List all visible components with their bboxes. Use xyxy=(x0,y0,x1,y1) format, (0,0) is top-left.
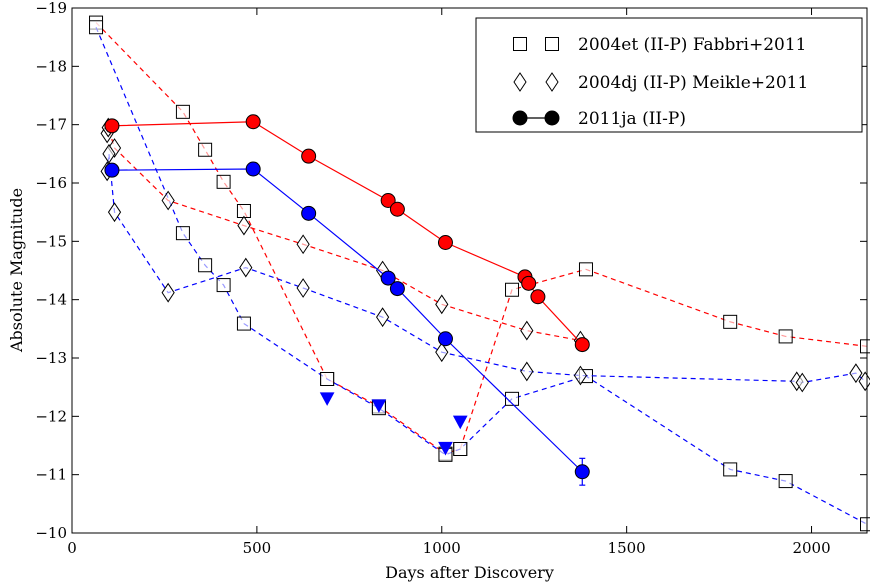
y-tick-label: −17 xyxy=(35,116,67,134)
data-point-diamond xyxy=(849,363,863,384)
data-point-square xyxy=(175,104,190,119)
data-point-square xyxy=(860,517,870,532)
x-tick-label: 0 xyxy=(67,539,77,557)
data-point-circle xyxy=(301,148,317,164)
data-point-diamond xyxy=(520,361,534,382)
y-tick-label: −12 xyxy=(35,407,67,425)
legend-label: 2011ja (II-P) xyxy=(578,109,686,129)
data-point-triangle-down xyxy=(452,415,468,430)
data-point-circle xyxy=(245,161,261,177)
data-point-square xyxy=(505,391,520,406)
data-point-triangle-down xyxy=(319,392,335,406)
legend-marker xyxy=(544,110,560,126)
plot-frame xyxy=(71,7,868,534)
data-point-square xyxy=(723,314,738,329)
data-point-square xyxy=(578,262,593,277)
data-point-circle xyxy=(530,289,546,305)
data-point-diamond xyxy=(102,143,116,164)
data-point-triangle-down xyxy=(438,441,453,456)
data-point-square xyxy=(216,278,231,293)
data-point-diamond xyxy=(376,307,390,328)
x-tick-label: 2000 xyxy=(792,539,830,557)
data-point-diamond xyxy=(296,278,310,298)
legend-label: 2004et (II-P) Fabbri+2011 xyxy=(578,35,806,55)
data-point-square xyxy=(89,20,104,35)
data-point-triangle-down xyxy=(371,399,387,413)
series-line xyxy=(95,27,868,525)
legend: 2004et (II-P) Fabbri+2011 2004dj (II-P) M… xyxy=(475,17,863,133)
y-tick-label: −13 xyxy=(35,349,67,367)
y-tick-label: −16 xyxy=(35,174,67,192)
data-point-circle xyxy=(437,235,453,250)
legend-item-circle: 2011ja (II-P) xyxy=(512,109,686,129)
legend-marker xyxy=(545,37,559,51)
x-tick-label: 1000 xyxy=(423,539,461,557)
data-point-circle xyxy=(380,193,396,208)
data-point-diamond xyxy=(296,234,310,255)
y-tick-label: −10 xyxy=(35,524,67,542)
data-point-circle xyxy=(574,464,590,480)
data-point-circle xyxy=(389,201,405,217)
legend-marker xyxy=(545,72,559,92)
ticks-layer: 0 500 1000 1500 2000 −10 −11 −12 −13 −14 −15 −16 −17… xyxy=(35,0,867,557)
data-point-diamond xyxy=(573,365,588,386)
data-point-square xyxy=(216,174,231,189)
data-point-square xyxy=(320,372,335,386)
data-point-circle xyxy=(104,162,120,178)
series-circle-red xyxy=(104,114,590,353)
series-line xyxy=(111,121,583,345)
x-tick-label: 500 xyxy=(243,539,272,557)
legend-item-square: 2004et (II-P) Fabbri+2011 xyxy=(513,35,806,55)
data-point-diamond xyxy=(237,215,251,236)
y-tick-label: −18 xyxy=(35,57,67,75)
data-point-square xyxy=(723,462,738,477)
data-point-square xyxy=(236,204,251,218)
series-diamond-blue xyxy=(100,143,870,393)
series-layer xyxy=(89,15,870,532)
y-tick-label: −11 xyxy=(35,466,67,484)
legend-marker xyxy=(513,72,527,92)
data-point-square xyxy=(505,282,520,297)
data-point-circle xyxy=(380,270,396,286)
data-point-square xyxy=(236,316,251,331)
data-point-diamond xyxy=(161,282,175,303)
data-point-diamond xyxy=(161,190,175,211)
data-point-circle xyxy=(245,114,261,130)
legend-marker xyxy=(513,37,527,51)
legend-marker xyxy=(512,110,528,126)
series-square-blue xyxy=(89,20,870,532)
data-point-circle xyxy=(389,281,405,297)
data-point-square xyxy=(860,339,870,354)
y-tick-label: −19 xyxy=(35,0,67,17)
data-point-circle xyxy=(521,275,537,291)
x-axis-label: Days after Discovery xyxy=(385,563,554,582)
series-triangle-down-blue xyxy=(319,392,468,456)
data-point-circle xyxy=(104,118,120,134)
y-axis-label: Absolute Magnitude xyxy=(7,188,26,353)
data-point-square xyxy=(175,226,190,241)
series-circle-blue xyxy=(104,161,590,486)
data-point-diamond xyxy=(520,320,534,341)
data-point-square xyxy=(198,258,213,273)
y-tick-label: −15 xyxy=(35,232,67,250)
data-point-square xyxy=(778,474,793,489)
data-point-diamond xyxy=(239,257,253,278)
data-point-circle xyxy=(574,337,590,353)
data-point-diamond xyxy=(107,202,122,223)
data-point-diamond xyxy=(435,294,449,315)
x-tick-label: 1500 xyxy=(608,539,646,557)
data-point-diamond xyxy=(435,342,449,363)
y-tick-label: −14 xyxy=(35,291,67,309)
data-point-square xyxy=(778,329,793,344)
data-point-square xyxy=(453,442,468,456)
data-point-circle xyxy=(437,331,453,347)
legend-box xyxy=(475,17,863,133)
legend-item-diamond: 2004dj (II-P) Meikle+2011 xyxy=(513,72,808,93)
data-point-square xyxy=(198,142,213,157)
legend-label: 2004dj (II-P) Meikle+2011 xyxy=(578,73,808,93)
data-point-diamond xyxy=(795,372,809,393)
data-point-circle xyxy=(301,205,317,221)
